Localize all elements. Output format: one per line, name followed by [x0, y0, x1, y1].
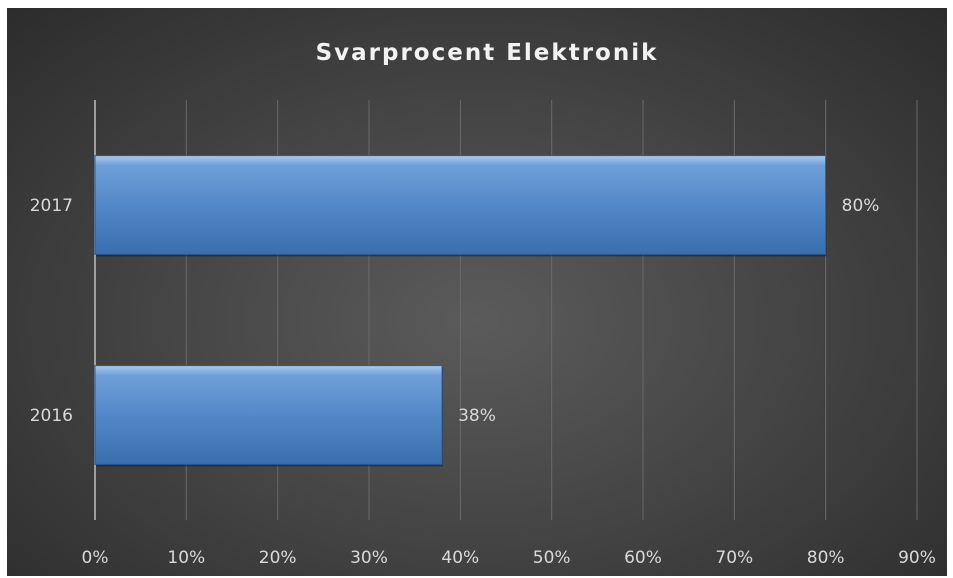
- bar-2017: [94, 155, 827, 255]
- x-tick-label: 10%: [167, 548, 205, 568]
- x-tick-label: 50%: [533, 548, 571, 568]
- chart-area: Svarprocent Elektronik 0% 10% 20% 30% 40% 50%…: [7, 8, 947, 576]
- bar-chart: Svarprocent Elektronik 0% 10% 20% 30% 40% 50%…: [30, 40, 936, 568]
- x-tick-label: 20%: [259, 548, 297, 568]
- bar-2016: [94, 365, 443, 465]
- x-tick-label: 40%: [441, 548, 479, 568]
- y-tick-label: 2017: [30, 196, 73, 216]
- y-tick-label: 2016: [30, 406, 73, 426]
- x-tick-label: 90%: [898, 548, 936, 568]
- x-tick-label: 70%: [715, 548, 753, 568]
- data-label: 38%: [458, 406, 496, 426]
- chart-title: Svarprocent Elektronik: [316, 40, 659, 66]
- x-tick-label: 30%: [350, 548, 388, 568]
- x-tick-label: 80%: [807, 548, 845, 568]
- x-tick-label: 0%: [82, 548, 109, 568]
- x-tick-label: 60%: [624, 548, 662, 568]
- data-label: 80%: [842, 196, 880, 216]
